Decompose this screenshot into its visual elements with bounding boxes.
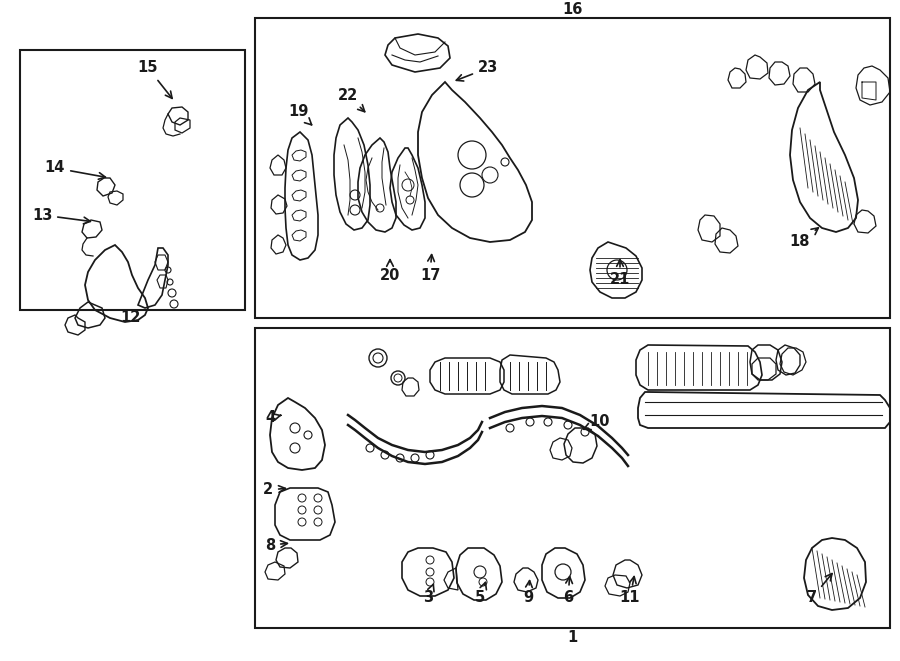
Text: 18: 18 (790, 228, 818, 249)
Bar (255, 18, 890, 318)
Text: 1: 1 (567, 631, 577, 646)
Text: 4: 4 (265, 410, 281, 426)
Text: 11: 11 (620, 576, 640, 605)
Text: 9: 9 (523, 580, 533, 605)
Text: 12: 12 (120, 311, 140, 325)
Text: 10: 10 (583, 414, 610, 430)
Text: 3: 3 (423, 584, 434, 605)
Text: 7: 7 (807, 574, 833, 605)
Text: 16: 16 (562, 3, 582, 17)
Bar (255, 328, 890, 628)
Text: 14: 14 (45, 161, 105, 179)
Bar (20, 50, 245, 310)
Text: 6: 6 (562, 576, 573, 605)
Text: 2: 2 (263, 483, 285, 498)
Text: 21: 21 (610, 260, 630, 288)
Text: 15: 15 (138, 61, 172, 98)
Text: 8: 8 (265, 537, 287, 553)
Text: 22: 22 (338, 87, 364, 112)
Text: 17: 17 (419, 254, 440, 282)
Text: 5: 5 (475, 582, 486, 605)
Text: 13: 13 (32, 208, 90, 224)
Text: 20: 20 (380, 260, 400, 282)
Text: 19: 19 (288, 104, 311, 125)
Text: 23: 23 (456, 61, 498, 81)
